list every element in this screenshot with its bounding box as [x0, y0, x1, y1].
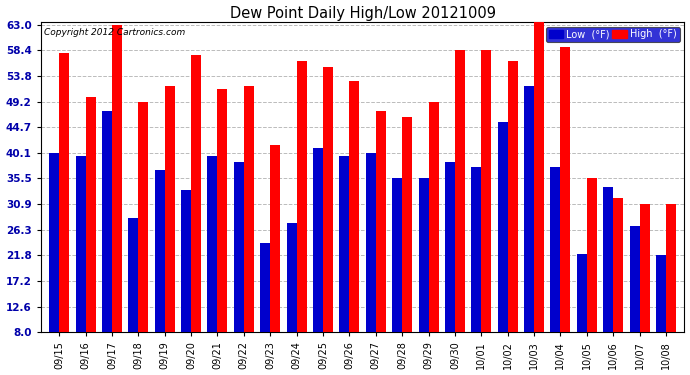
Bar	[49, 153, 59, 332]
Bar	[428, 102, 439, 332]
Bar	[339, 156, 349, 332]
Bar	[402, 117, 412, 332]
Bar	[613, 198, 623, 332]
Bar	[392, 178, 402, 332]
Bar	[260, 243, 270, 332]
Bar	[181, 190, 191, 332]
Text: Copyright 2012 Cartronics.com: Copyright 2012 Cartronics.com	[44, 28, 185, 37]
Bar	[577, 254, 586, 332]
Bar	[482, 50, 491, 332]
Bar	[323, 66, 333, 332]
Bar	[155, 170, 165, 332]
Bar	[286, 223, 297, 332]
Bar	[165, 86, 175, 332]
Bar	[524, 86, 534, 332]
Bar	[128, 217, 138, 332]
Bar	[560, 47, 571, 332]
Bar	[666, 204, 676, 332]
Bar	[497, 123, 508, 332]
Bar	[366, 153, 376, 332]
Bar	[297, 61, 306, 332]
Bar	[112, 24, 122, 332]
Bar	[208, 156, 217, 332]
Bar	[102, 111, 112, 332]
Bar	[376, 111, 386, 332]
Bar	[656, 255, 666, 332]
Title: Dew Point Daily High/Low 20121009: Dew Point Daily High/Low 20121009	[230, 6, 495, 21]
Bar	[244, 86, 254, 332]
Bar	[349, 81, 359, 332]
Bar	[270, 145, 280, 332]
Bar	[191, 55, 201, 332]
Bar	[603, 187, 613, 332]
Bar	[471, 167, 482, 332]
Bar	[445, 162, 455, 332]
Bar	[234, 162, 244, 332]
Bar	[629, 226, 640, 332]
Bar	[551, 167, 560, 332]
Bar	[455, 50, 465, 332]
Bar	[586, 178, 597, 332]
Bar	[419, 178, 428, 332]
Bar	[217, 89, 228, 332]
Bar	[313, 148, 323, 332]
Bar	[534, 19, 544, 332]
Legend: Low  (°F), High  (°F): Low (°F), High (°F)	[546, 27, 680, 42]
Bar	[138, 102, 148, 332]
Bar	[508, 61, 518, 332]
Bar	[86, 97, 96, 332]
Bar	[75, 156, 86, 332]
Bar	[59, 53, 69, 332]
Bar	[640, 204, 649, 332]
